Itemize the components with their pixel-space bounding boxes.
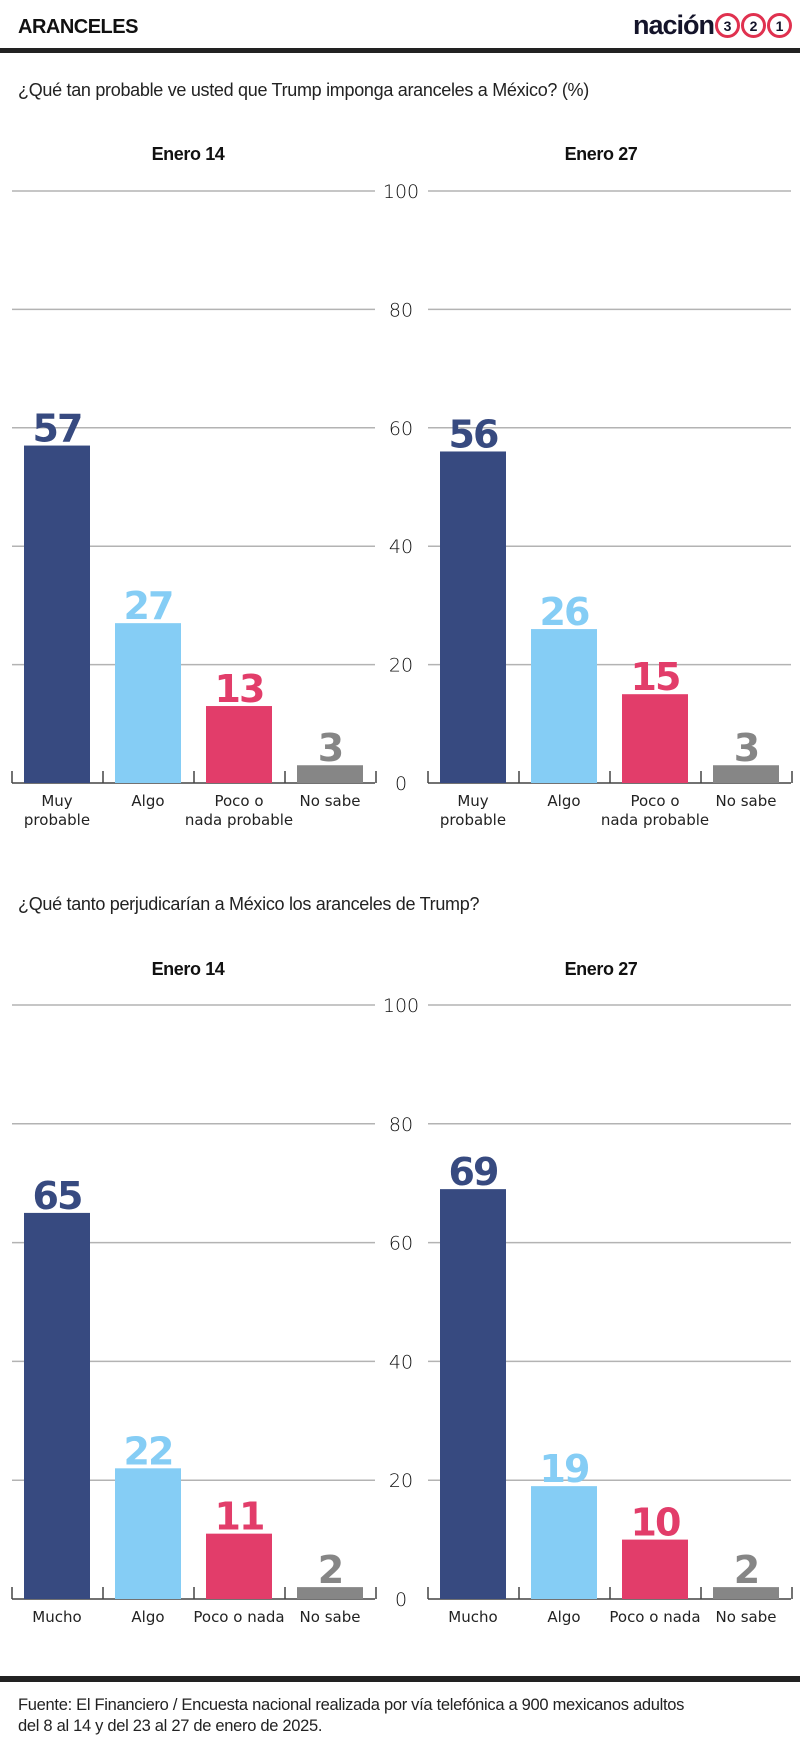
bar-0-0-1	[115, 623, 181, 783]
data-label-1-1-3: 2	[734, 1548, 758, 1592]
bar-0-0-2	[206, 706, 272, 783]
bar-0-0-3	[297, 765, 363, 783]
data-label-1-1-1: 19	[540, 1447, 589, 1491]
category-label-1-0-0-0: Mucho	[32, 1608, 81, 1626]
logo-digit-1: 1	[767, 13, 792, 38]
category-label-0-1-1-0: Algo	[547, 792, 580, 810]
y-tick-label-80: 80	[389, 299, 413, 321]
data-label-0-1-2: 15	[631, 655, 680, 699]
y-tick-label-80: 80	[389, 1114, 413, 1136]
data-label-0-1-1: 26	[540, 590, 589, 634]
category-label-1-1-2-0: Poco o nada	[609, 1608, 700, 1626]
chart-2-left-panel-title: Enero 14	[151, 959, 225, 979]
category-label-0-1-0-1: probable	[440, 811, 506, 829]
bar-1-1-3	[713, 1587, 779, 1599]
category-label-1-1-1-0: Algo	[547, 1608, 580, 1626]
header-rule	[0, 48, 800, 53]
category-label-0-1-2-1: nada probable	[601, 811, 709, 829]
logo-word: nación	[632, 10, 715, 40]
source-line-2: del 8 al 14 y del 23 al 27 de enero de 2…	[18, 1717, 323, 1735]
y-tick-label-100: 100	[383, 995, 419, 1017]
data-label-0-0-2: 13	[215, 667, 264, 711]
data-label-1-0-0: 65	[33, 1174, 82, 1218]
source-line-1: Fuente: El Financiero / Encuesta naciona…	[18, 1696, 685, 1714]
bar-1-1-0	[440, 1189, 506, 1599]
chart-2-right-panel-title: Enero 27	[564, 959, 638, 979]
y-tick-label-40: 40	[389, 1351, 413, 1373]
y-tick-label-60: 60	[389, 418, 413, 440]
category-label-0-1-0-0: Muy	[457, 792, 488, 810]
chart-1-left-panel-title: Enero 14	[151, 144, 225, 164]
category-label-0-0-2-0: Poco o	[214, 792, 263, 810]
data-label-1-0-3: 2	[318, 1548, 342, 1592]
bar-0-1-2	[622, 694, 688, 783]
bar-1-0-2	[206, 1533, 272, 1599]
y-tick-label-100: 100	[383, 181, 419, 203]
category-label-1-0-1-0: Algo	[131, 1608, 164, 1626]
source-note: Fuente: El Financiero / Encuesta naciona…	[18, 1695, 684, 1737]
category-label-1-1-0-0: Mucho	[448, 1608, 497, 1626]
bar-0-1-1	[531, 629, 597, 783]
category-label-0-0-0-1: probable	[24, 811, 90, 829]
bar-0-1-3	[713, 765, 779, 783]
y-tick-label-0: 0	[395, 1589, 407, 1611]
data-label-0-0-1: 27	[124, 584, 173, 628]
bar-1-0-3	[297, 1587, 363, 1599]
category-label-0-0-2-1: nada probable	[185, 811, 293, 829]
data-label-1-0-2: 11	[215, 1495, 264, 1539]
section-label: ARANCELES	[18, 16, 138, 38]
data-label-0-0-3: 3	[318, 726, 342, 770]
footer-rule	[0, 1676, 800, 1682]
category-label-1-0-2-0: Poco o nada	[193, 1608, 284, 1626]
data-label-1-0-1: 22	[124, 1429, 173, 1473]
bar-0-1-0	[440, 451, 506, 783]
data-label-1-1-0: 69	[449, 1150, 498, 1194]
y-tick-label-20: 20	[389, 655, 413, 677]
bar-0-0-0	[24, 445, 90, 783]
category-label-0-1-3-0: No sabe	[716, 792, 777, 810]
data-label-0-1-0: 56	[449, 412, 498, 456]
bar-1-1-2	[622, 1539, 688, 1599]
nacion321-logo: nación 3 2 1	[633, 10, 792, 41]
data-label-0-1-3: 3	[734, 726, 758, 770]
category-label-1-1-3-0: No sabe	[716, 1608, 777, 1626]
bar-1-1-1	[531, 1486, 597, 1599]
chart-1-right-panel-title: Enero 27	[564, 144, 638, 164]
category-label-0-0-3-0: No sabe	[300, 792, 361, 810]
category-label-0-0-1-0: Algo	[131, 792, 164, 810]
question-1-title: ¿Qué tan probable ve usted que Trump imp…	[18, 80, 589, 100]
category-label-1-0-3-0: No sabe	[300, 1608, 361, 1626]
y-tick-label-40: 40	[389, 536, 413, 558]
category-label-0-0-0-0: Muy	[41, 792, 72, 810]
y-tick-label-20: 20	[389, 1470, 413, 1492]
question-2-title: ¿Qué tanto perjudicarían a México los ar…	[18, 894, 480, 914]
y-tick-label-0: 0	[395, 773, 407, 795]
bar-1-0-1	[115, 1468, 181, 1599]
logo-digit-2: 2	[741, 13, 766, 38]
bar-1-0-0	[24, 1212, 90, 1599]
data-label-1-1-2: 10	[631, 1501, 680, 1545]
y-tick-label-60: 60	[389, 1233, 413, 1255]
category-label-0-1-2-0: Poco o	[630, 792, 679, 810]
data-label-0-0-0: 57	[33, 407, 82, 451]
logo-digit-3: 3	[715, 13, 740, 38]
